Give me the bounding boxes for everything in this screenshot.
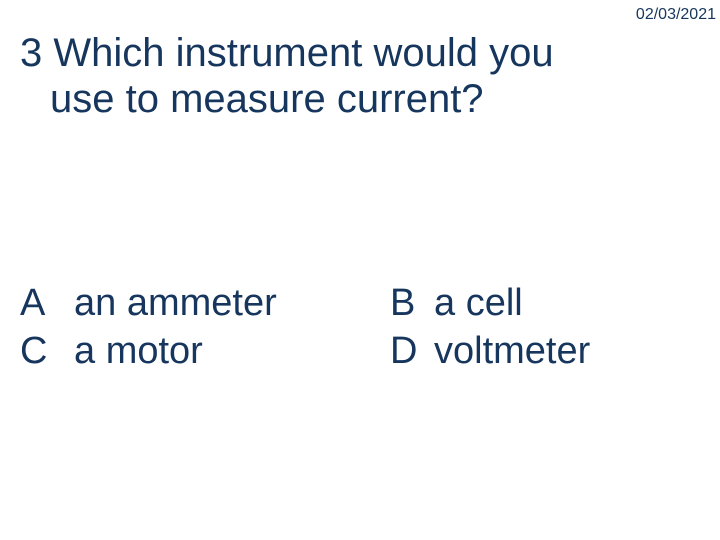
- slide: 02/03/2021 3 Which instrument would you …: [0, 0, 720, 540]
- answer-options: A an ammeter C a motor B a cell D voltme…: [20, 280, 700, 375]
- slide-date: 02/03/2021: [636, 6, 716, 24]
- option-c: C a motor: [20, 328, 390, 376]
- option-d-letter: D: [390, 328, 434, 376]
- option-d-text: voltmeter: [434, 328, 590, 376]
- options-column-right: B a cell D voltmeter: [390, 280, 700, 375]
- options-column-left: A an ammeter C a motor: [20, 280, 390, 375]
- question-line-1: Which instrument would you: [53, 31, 553, 75]
- option-b-letter: B: [390, 280, 434, 328]
- option-d: D voltmeter: [390, 328, 700, 376]
- question-text: 3 Which instrument would you use to meas…: [20, 30, 700, 122]
- option-a-letter: A: [20, 280, 74, 328]
- question-number: 3: [20, 31, 42, 75]
- option-b-text: a cell: [434, 280, 523, 328]
- question-line-2: use to measure current?: [20, 76, 700, 122]
- option-c-text: a motor: [74, 328, 203, 376]
- option-b: B a cell: [390, 280, 700, 328]
- option-c-letter: C: [20, 328, 74, 376]
- option-a-text: an ammeter: [74, 280, 277, 328]
- option-a: A an ammeter: [20, 280, 390, 328]
